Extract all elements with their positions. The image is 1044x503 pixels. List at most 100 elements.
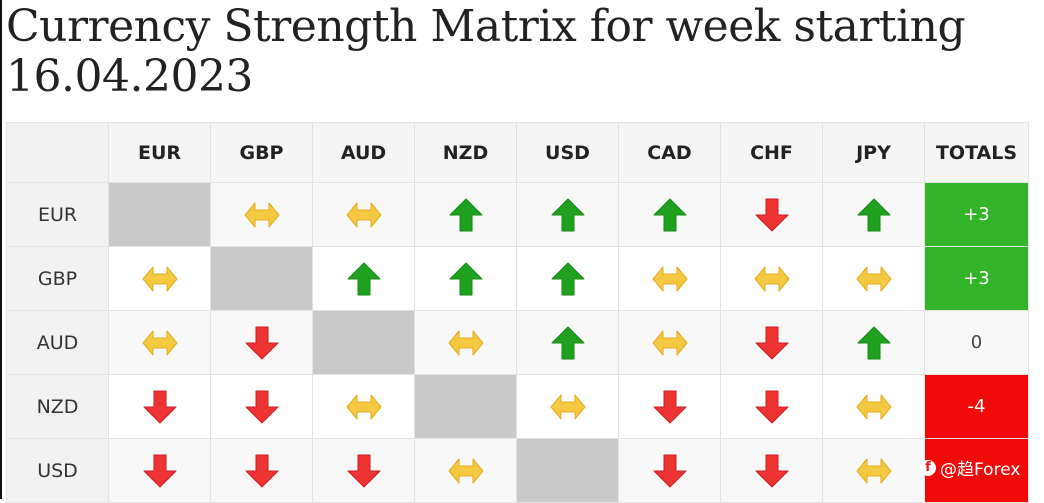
total-cell: -4 [924, 374, 1029, 439]
down-arrow-icon [653, 390, 686, 423]
strength-cell [414, 246, 517, 311]
left-right-arrow-icon [448, 458, 483, 483]
column-header: CHF [720, 122, 823, 183]
strength-cell [108, 246, 211, 311]
strength-cell [312, 374, 415, 439]
up-arrow-icon [551, 262, 584, 295]
up-arrow-icon [857, 326, 890, 359]
strength-cell [414, 310, 517, 375]
strength-cell [618, 438, 721, 503]
row-header: EUR [6, 182, 109, 247]
down-arrow-icon [245, 390, 278, 423]
table-row: GBP +3 [6, 246, 1029, 311]
strength-cell [312, 182, 415, 247]
down-arrow-icon [755, 390, 788, 423]
left-right-arrow-icon [856, 458, 891, 483]
strength-cell [822, 182, 925, 247]
column-header: GBP [210, 122, 313, 183]
row-header: NZD [6, 374, 109, 439]
up-arrow-icon [551, 198, 584, 231]
total-cell: 0 [924, 310, 1029, 375]
totals-header: TOTALS [924, 122, 1029, 183]
self-cell [414, 374, 517, 439]
down-arrow-icon [755, 454, 788, 487]
left-right-arrow-icon [346, 394, 381, 419]
left-right-arrow-icon [142, 330, 177, 355]
left-right-arrow-icon [550, 394, 585, 419]
up-arrow-icon [551, 326, 584, 359]
strength-cell [108, 310, 211, 375]
table-row: AUD 0 [6, 310, 1029, 375]
strength-cell [210, 438, 313, 503]
up-arrow-icon [449, 198, 482, 231]
table-row: NZD -4 [6, 374, 1029, 439]
left-border [0, 0, 2, 499]
down-arrow-icon [347, 454, 380, 487]
currency-strength-table: EUR GBP AUD NZD USD CAD CHF JPY TOTALS E… [6, 122, 1029, 503]
strength-cell [720, 182, 823, 247]
strength-cell [108, 374, 211, 439]
strength-cell [822, 438, 925, 503]
self-cell [108, 182, 211, 247]
left-right-arrow-icon [346, 202, 381, 227]
facebook-icon: f [920, 459, 936, 476]
strength-cell [822, 310, 925, 375]
watermark: f @趋Forex [920, 455, 1020, 480]
strength-cell [516, 182, 619, 247]
strength-cell [312, 438, 415, 503]
page-title: Currency Strength Matrix for week starti… [6, 1, 966, 102]
strength-cell [618, 182, 721, 247]
row-header: GBP [6, 246, 109, 311]
strength-cell [210, 182, 313, 247]
header-row: EUR GBP AUD NZD USD CAD CHF JPY TOTALS [6, 122, 1029, 183]
table-row: EUR +3 [6, 182, 1029, 247]
left-right-arrow-icon [244, 202, 279, 227]
strength-cell [312, 246, 415, 311]
left-right-arrow-icon [652, 330, 687, 355]
strength-cell [618, 246, 721, 311]
left-right-arrow-icon [856, 266, 891, 291]
self-cell [210, 246, 313, 311]
strength-cell [618, 374, 721, 439]
total-cell: +3 [924, 182, 1029, 247]
down-arrow-icon [755, 326, 788, 359]
total-cell [924, 438, 1029, 503]
column-header: EUR [108, 122, 211, 183]
row-header: USD [6, 438, 109, 503]
strength-cell [720, 438, 823, 503]
left-right-arrow-icon [652, 266, 687, 291]
down-arrow-icon [143, 390, 176, 423]
left-right-arrow-icon [856, 394, 891, 419]
up-arrow-icon [347, 262, 380, 295]
up-arrow-icon [449, 262, 482, 295]
table-row: USD [6, 438, 1029, 503]
strength-cell [414, 182, 517, 247]
column-header: AUD [312, 122, 415, 183]
up-arrow-icon [857, 198, 890, 231]
strength-cell [618, 310, 721, 375]
strength-cell [720, 246, 823, 311]
strength-cell [516, 374, 619, 439]
down-arrow-icon [653, 454, 686, 487]
self-cell [312, 310, 415, 375]
strength-cell [822, 374, 925, 439]
corner-cell [6, 122, 109, 183]
column-header: NZD [414, 122, 517, 183]
down-arrow-icon [755, 198, 788, 231]
strength-cell [108, 438, 211, 503]
watermark-text: @趋Forex [940, 460, 1021, 480]
left-right-arrow-icon [142, 266, 177, 291]
strength-cell [516, 246, 619, 311]
strength-cell [414, 438, 517, 503]
down-arrow-icon [143, 454, 176, 487]
left-right-arrow-icon [754, 266, 789, 291]
self-cell [516, 438, 619, 503]
column-header: CAD [618, 122, 721, 183]
strength-cell [210, 374, 313, 439]
strength-cell [822, 246, 925, 311]
strength-cell [720, 310, 823, 375]
row-header: AUD [6, 310, 109, 375]
down-arrow-icon [245, 454, 278, 487]
strength-cell [720, 374, 823, 439]
column-header: JPY [822, 122, 925, 183]
